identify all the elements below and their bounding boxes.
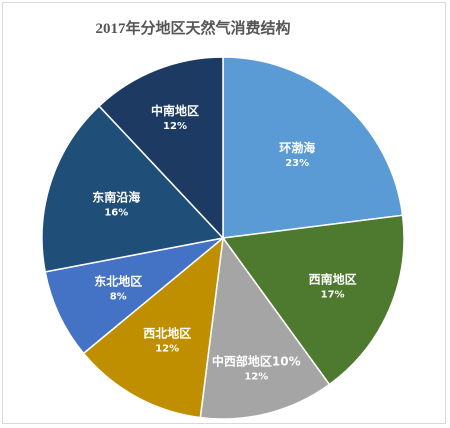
slice-label-4: 西北地区 (143, 326, 191, 341)
slice-label-6: 东南沿海 (92, 189, 140, 204)
pie-slice-1 (222, 56, 404, 239)
slice-percent-3: 12% (244, 372, 268, 383)
pie-slice-4 (82, 236, 224, 419)
slice-percent-2: 17% (321, 289, 345, 300)
slice-percent-6: 16% (104, 207, 128, 218)
slice-label-1: 环渤海 (279, 140, 315, 155)
slice-label-3: 中西部地区10% (212, 354, 301, 369)
slice-label-2: 西南地区 (309, 271, 357, 286)
slice-percent-5: 8% (110, 291, 127, 302)
pie-slice-5 (44, 237, 224, 355)
pie-chart: 环渤海 23% 西南地区 17% 中西部地区10% 12% 西北地区 12% 东北地区 8% 东南沿… (41, 56, 405, 420)
pie-slice-7 (98, 56, 224, 240)
slice-label-7: 中南地区 (151, 103, 199, 118)
pie-slice-2 (221, 214, 405, 386)
chart-frame: 2017年分地区天然气消费结构 环渤海 23% 西南地区 17% 中西部地区10% 12%… (2, 2, 446, 424)
slice-percent-4: 12% (155, 344, 179, 355)
chart-title: 2017年分地区天然气消费结构 (95, 21, 291, 37)
slice-label-5: 东北地区 (94, 273, 142, 288)
pie-slice-3 (199, 236, 331, 420)
slice-percent-1: 23% (285, 158, 309, 169)
slice-percent-7: 12% (163, 121, 187, 132)
pie-slice-6 (41, 104, 225, 273)
